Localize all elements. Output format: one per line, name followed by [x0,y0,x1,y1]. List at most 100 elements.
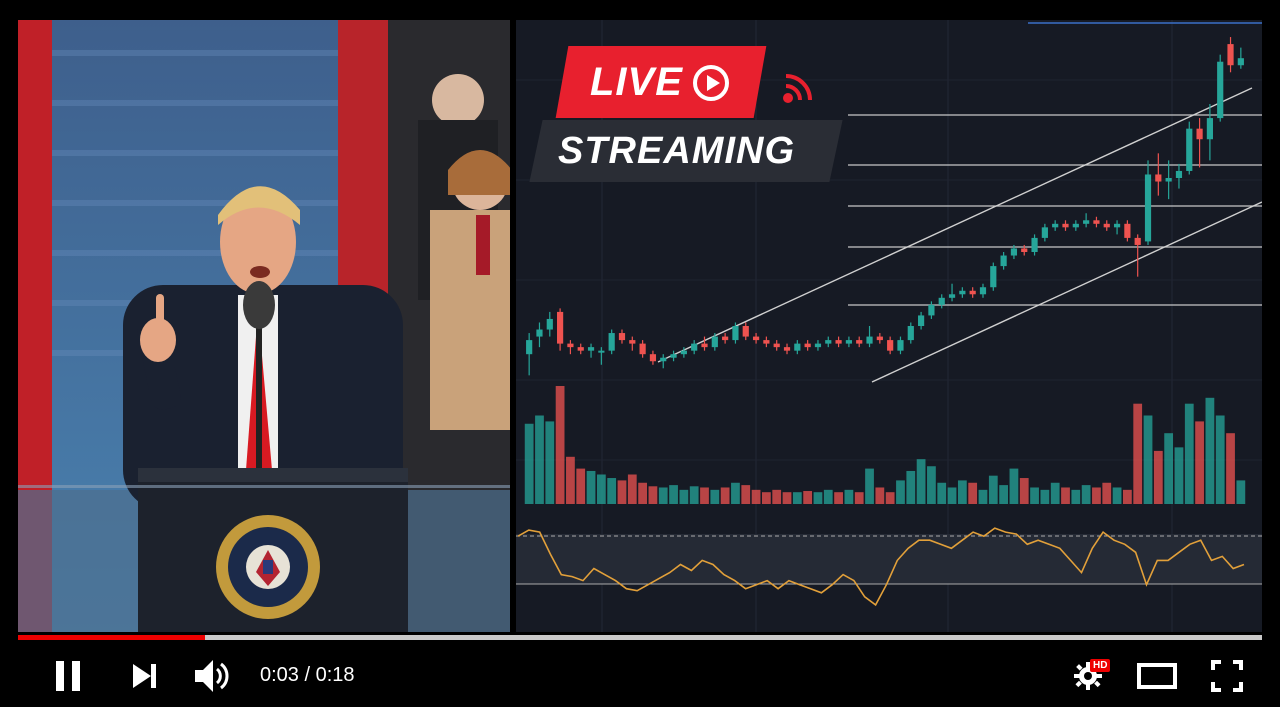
volume-bar [968,482,978,504]
candle-body [577,347,584,351]
volume-bar [844,489,854,504]
candle-body [629,340,636,344]
candle-body [928,304,935,316]
volume-button[interactable] [190,645,236,707]
volume-bar [648,486,658,504]
volume-bar [1050,482,1060,504]
candle-body [814,343,822,348]
hd-badge: HD [1090,659,1111,672]
volume-bar [854,492,864,504]
microphone-stand [243,281,275,490]
volume-bar [1236,480,1246,504]
volume-bar [607,478,617,504]
candle-body [763,340,770,344]
volume-bar [1081,485,1091,504]
volume-bar [751,489,761,504]
volume-bar [1112,487,1122,504]
candle-body [670,354,677,358]
candle-body [959,290,966,295]
volume-icon [195,660,229,692]
theater-mode-icon [1137,663,1177,689]
player-controls: 0:03 / 0:18 HD [0,645,1280,707]
volume-bar [596,474,606,504]
volume-bar [875,487,885,504]
candle-body [1206,118,1213,140]
candle-body [845,340,852,344]
volume-bar [885,492,895,504]
candle-body [680,350,687,355]
trend-line-lower [871,201,1262,383]
candle-body [608,333,615,351]
volume-bar [617,480,627,504]
volume-bars [524,386,1246,504]
volume-bar [999,485,1008,504]
candle-body [567,343,574,348]
candle-body [1021,248,1028,252]
settings-button[interactable] [1068,645,1108,707]
volume-bar [762,492,771,504]
volume-bar [823,489,833,504]
volume-bar [669,485,678,504]
time-display: 0:03 / 0:18 [260,664,355,686]
broadcast-signal-icon [783,74,812,103]
skip-next-icon [133,664,156,688]
speech-video-feed[interactable] [18,20,510,632]
volume-bar [710,489,720,504]
rsi-line [517,527,1245,607]
volume-bar [988,475,998,504]
audience-member-2 [430,150,510,430]
candle-body [856,340,863,344]
candle-body [1237,58,1244,66]
candle-body [887,340,894,351]
candle-body [649,354,657,362]
candle-body [1000,255,1007,267]
progress-bar[interactable] [18,635,1262,640]
play-circle-icon [693,65,729,101]
pause-button[interactable] [46,645,90,707]
volume-bar [896,480,905,504]
volume-bar [927,466,936,504]
volume-bar [700,487,709,504]
volume-bar [782,492,792,504]
candle-body [1072,223,1079,228]
volume-bar [741,485,751,504]
volume-bar [731,482,740,504]
volume-bar [906,470,916,504]
volume-bar [576,468,586,504]
volume-bar [1040,489,1050,504]
volume-bar [865,468,874,504]
volume-bar [1071,489,1081,504]
candle-body [618,333,626,341]
live-streaming-badge: LIVE STREAMING [529,46,852,186]
progress-played [18,635,205,640]
volume-bar [1205,397,1215,504]
volume-bar [1009,468,1019,504]
volume-bar [1143,415,1153,504]
volume-bar [679,489,689,504]
candle-body [897,340,904,351]
candle-body [825,340,832,344]
volume-bar [834,492,843,504]
volume-bar [916,459,926,504]
next-button[interactable] [124,645,164,707]
theater-mode-button[interactable] [1134,645,1180,707]
candle-body [773,343,780,348]
candle-body [536,329,543,337]
candle-body [907,326,914,341]
rsi-indicator [516,527,1262,607]
candle-body [691,343,698,351]
volume-bar [627,474,637,504]
volume-bar [524,423,534,504]
volume-bar [1164,433,1174,504]
candle-body [752,336,760,341]
candle-body [1217,61,1224,119]
volume-bar [1174,447,1184,504]
volume-bar [947,487,957,504]
fullscreen-button[interactable] [1206,645,1248,707]
volume-bar [1215,415,1225,504]
candle-body [866,336,873,344]
volume-bar [1195,421,1204,504]
volume-bar [566,456,575,504]
fullscreen-icon [1211,660,1243,692]
